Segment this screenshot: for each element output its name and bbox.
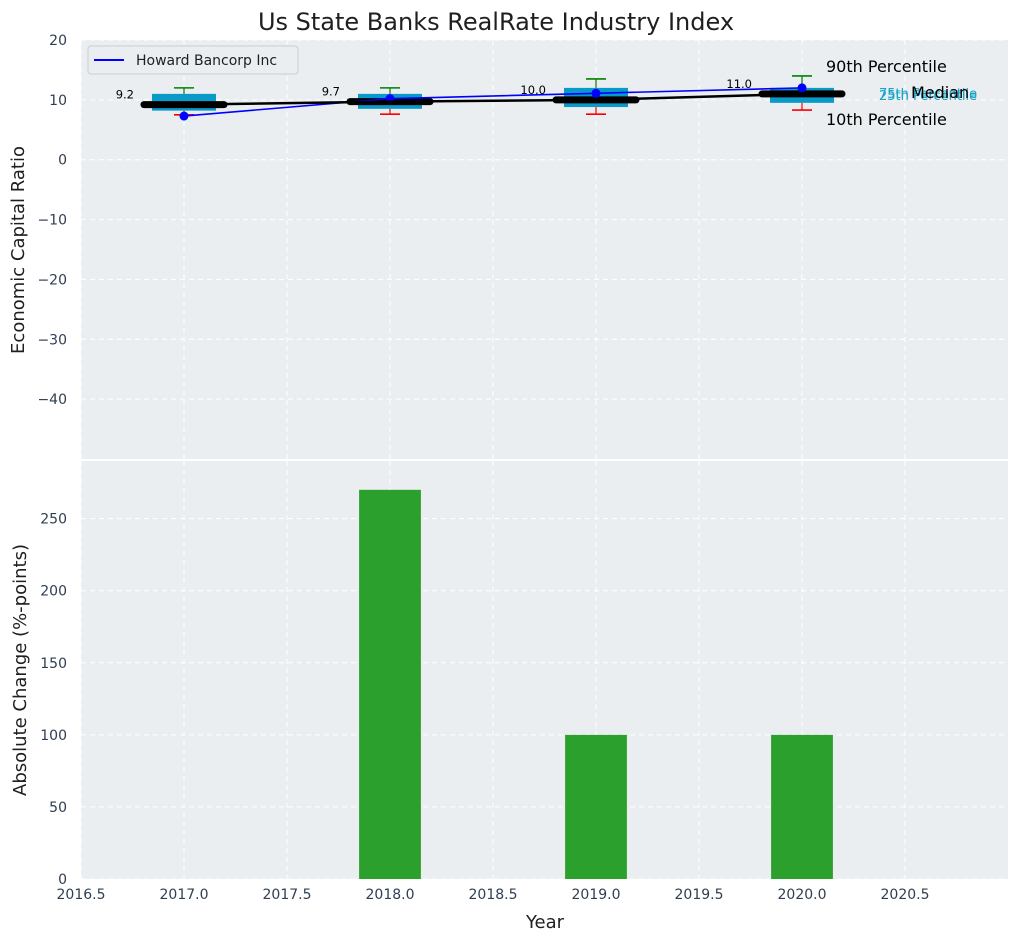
x-tick-label: 2016.5 xyxy=(57,887,106,903)
bottom-plot-background xyxy=(81,461,1008,879)
company-point xyxy=(797,83,807,93)
x-tick-label: 2019.5 xyxy=(675,887,724,903)
bottom-y-tick-label: 150 xyxy=(40,656,67,672)
x-axis-label: Year xyxy=(525,912,565,933)
x-tick-label: 2020.0 xyxy=(778,887,827,903)
median-value-label: 10.0 xyxy=(520,83,546,97)
top-panel: 20 10 0 −10 −20 −30 −40 9.2 9.7 10.0 11.0 Economi… xyxy=(8,33,1008,459)
top-y-tick-label: 20 xyxy=(49,33,67,49)
median-line xyxy=(183,92,803,106)
top-y-tick-label: −40 xyxy=(37,392,67,408)
annotation-10th: 10th Percentile xyxy=(826,110,947,129)
legend-label-howard: Howard Bancorp Inc xyxy=(136,53,277,69)
bottom-y-tick-label: 50 xyxy=(49,800,67,816)
x-tick-label: 2017.0 xyxy=(160,887,209,903)
x-tick-label: 2018.5 xyxy=(469,887,518,903)
company-point xyxy=(179,111,189,121)
chart-title: Us State Banks RealRate Industry Index xyxy=(258,8,734,36)
annotation-median: Median xyxy=(911,83,969,102)
top-plot-background xyxy=(81,40,1008,459)
median-value-label: 9.7 xyxy=(322,85,340,99)
legend: Howard Bancorp Inc xyxy=(87,45,299,75)
annotation-90th: 90th Percentile xyxy=(826,57,947,76)
bottom-y-tick-label: 0 xyxy=(58,872,67,888)
change-bar xyxy=(771,734,833,879)
change-bar xyxy=(565,734,627,879)
bottom-panel: 0 50 100 150 200 250 2016.5 2017.0 2017.5 2018.0… xyxy=(10,461,1008,933)
median-value-labels: 9.2 9.7 10.0 11.0 xyxy=(116,77,752,102)
change-bar xyxy=(359,489,421,879)
company-point xyxy=(591,88,601,98)
legend-box xyxy=(87,45,299,75)
bottom-y-tick-label: 200 xyxy=(40,584,67,600)
x-tick-label: 2019.0 xyxy=(572,887,621,903)
annotation-25th: 25th Percentile xyxy=(879,89,977,104)
bottom-y-tick-label: 250 xyxy=(40,512,67,528)
top-y-tick-label: −10 xyxy=(37,213,67,229)
annotation-75th: 75th Percentile xyxy=(879,87,977,102)
median-value-label: 11.0 xyxy=(726,77,752,91)
bottom-grid xyxy=(80,461,1008,880)
company-line xyxy=(183,87,803,117)
x-ticks: 2016.5 2017.0 2017.5 2018.0 2018.5 2019.0 2019… xyxy=(57,887,930,903)
bottom-y-ticks: 0 50 100 150 200 250 xyxy=(40,512,67,888)
top-y-tick-label: −30 xyxy=(37,332,67,348)
top-y-axis-label: Economic Capital Ratio xyxy=(8,146,29,354)
x-tick-label: 2020.5 xyxy=(881,887,930,903)
x-tick-label: 2017.5 xyxy=(263,887,312,903)
top-y-tick-label: 10 xyxy=(49,93,67,109)
bottom-y-axis-label: Absolute Change (%-points) xyxy=(10,544,31,796)
x-tick-label: 2018.0 xyxy=(366,887,415,903)
bottom-y-tick-label: 100 xyxy=(40,728,67,744)
top-y-tick-label: −20 xyxy=(37,272,67,288)
top-y-ticks: 20 10 0 −10 −20 −30 −40 xyxy=(37,33,67,408)
median-value-label: 9.2 xyxy=(116,88,134,102)
bottom-bars xyxy=(359,489,833,879)
top-lines xyxy=(179,83,807,121)
top-y-tick-label: 0 xyxy=(58,153,67,169)
